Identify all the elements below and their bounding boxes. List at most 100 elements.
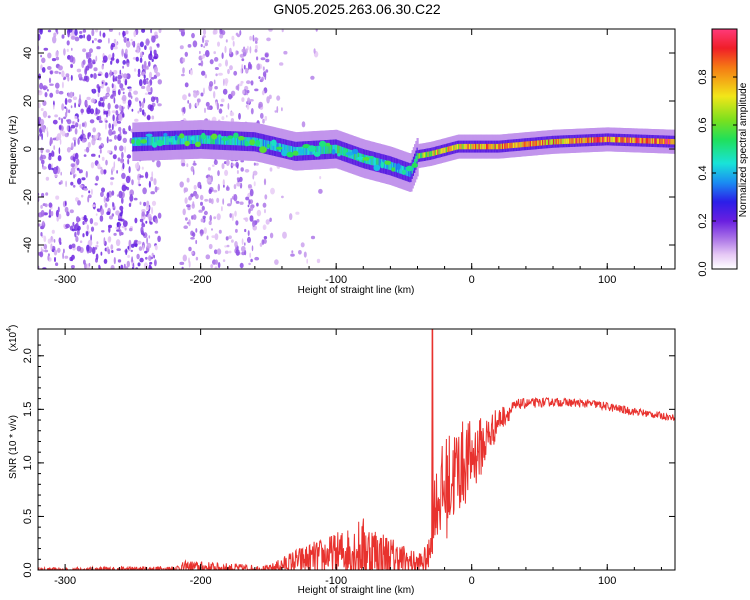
ridge-core	[336, 144, 339, 154]
ridge-core	[522, 141, 525, 148]
noise-speckle	[148, 265, 153, 269]
noise-speckle	[127, 99, 132, 106]
noise-speckle	[209, 81, 214, 87]
ridge-core	[542, 140, 545, 146]
noise-speckle	[49, 236, 54, 243]
noise-speckle	[61, 81, 64, 89]
ridge-core	[493, 143, 496, 150]
noise-speckle	[97, 39, 103, 43]
noise-speckle	[157, 235, 161, 242]
noise-speckle	[111, 213, 115, 217]
noise-speckle	[108, 37, 110, 44]
ridge-blob	[238, 135, 245, 141]
noise-speckle	[150, 29, 152, 34]
noise-speckle	[148, 255, 152, 262]
ridge-core	[318, 145, 322, 155]
noise-speckle	[244, 242, 246, 246]
noise-speckle	[295, 211, 300, 215]
noise-speckle	[146, 237, 148, 245]
ridge-blob	[298, 148, 304, 155]
noise-speckle	[92, 40, 94, 44]
x-tick-label: -100	[325, 575, 347, 587]
noise-speckle	[234, 210, 237, 217]
ridge-core	[420, 152, 423, 159]
noise-speckle	[202, 215, 206, 219]
noise-speckle	[226, 114, 228, 118]
ridge-core	[153, 136, 156, 146]
ridge-core	[339, 146, 342, 155]
noise-speckle	[146, 77, 149, 81]
ridge-core	[173, 136, 176, 145]
ridge-core	[475, 143, 478, 150]
ridge-core	[176, 135, 179, 145]
y-tick-label: -40	[22, 237, 34, 253]
ridge-blob	[313, 151, 321, 157]
noise-speckle	[111, 110, 117, 114]
noise-speckle	[58, 117, 61, 121]
noise-speckle	[241, 245, 246, 253]
ridge-core	[577, 138, 580, 144]
ridge-blob	[396, 163, 401, 171]
ridge-core	[228, 136, 231, 145]
noise-speckle	[87, 196, 90, 203]
noise-speckle	[64, 133, 69, 138]
noise-speckle	[100, 251, 103, 256]
noise-speckle	[38, 223, 41, 227]
noise-speckle	[206, 235, 209, 240]
noise-speckle	[205, 50, 210, 58]
noise-speckle	[122, 91, 125, 95]
noise-speckle	[113, 232, 117, 236]
noise-speckle	[249, 99, 254, 102]
ridge-core	[612, 136, 616, 143]
noise-speckle	[101, 230, 105, 233]
ridge-core	[356, 152, 359, 161]
noise-speckle	[181, 266, 184, 269]
noise-speckle	[233, 70, 238, 76]
ridge-core	[623, 137, 626, 143]
noise-speckle	[39, 251, 44, 258]
noise-speckle	[242, 89, 245, 95]
noise-speckle	[79, 34, 83, 39]
ridge-core	[270, 141, 273, 150]
noise-speckle	[214, 57, 219, 62]
ridge-core	[432, 150, 435, 156]
noise-speckle	[128, 125, 132, 132]
ridge-core	[599, 137, 602, 143]
noise-speckle	[110, 244, 114, 250]
x-tick-label: 100	[598, 274, 616, 286]
ridge-core	[509, 142, 512, 149]
ridge-core	[327, 145, 330, 154]
noise-speckle	[119, 131, 122, 137]
noise-speckle	[222, 179, 225, 187]
noise-speckle	[83, 121, 87, 128]
noise-speckle	[255, 162, 259, 166]
ridge-core	[555, 139, 558, 145]
ridge-blob	[163, 133, 168, 137]
ridge-core	[418, 153, 422, 159]
noise-speckle	[290, 253, 295, 257]
ridge-core	[640, 137, 644, 144]
noise-speckle	[70, 258, 74, 262]
ridge-core	[376, 157, 379, 167]
noise-speckle	[100, 168, 104, 175]
ridge-core	[459, 143, 462, 150]
noise-speckle	[68, 109, 71, 114]
noise-speckle	[185, 217, 188, 221]
ridge-core	[584, 137, 587, 144]
ridge-core	[329, 145, 333, 154]
noise-speckle	[186, 177, 190, 183]
noise-speckle	[93, 67, 98, 72]
ridge-core	[390, 161, 394, 171]
noise-speckle	[40, 232, 43, 237]
ridge-blob	[266, 143, 270, 149]
ridge-core	[323, 145, 326, 154]
noise-speckle	[105, 197, 110, 202]
noise-speckle	[101, 187, 105, 193]
noise-speckle	[113, 161, 116, 169]
noise-speckle	[74, 29, 78, 36]
noise-speckle	[188, 260, 191, 268]
ridge-core	[449, 146, 452, 152]
noise-speckle	[131, 41, 135, 46]
noise-speckle	[191, 32, 195, 39]
ridge-core	[290, 146, 293, 155]
